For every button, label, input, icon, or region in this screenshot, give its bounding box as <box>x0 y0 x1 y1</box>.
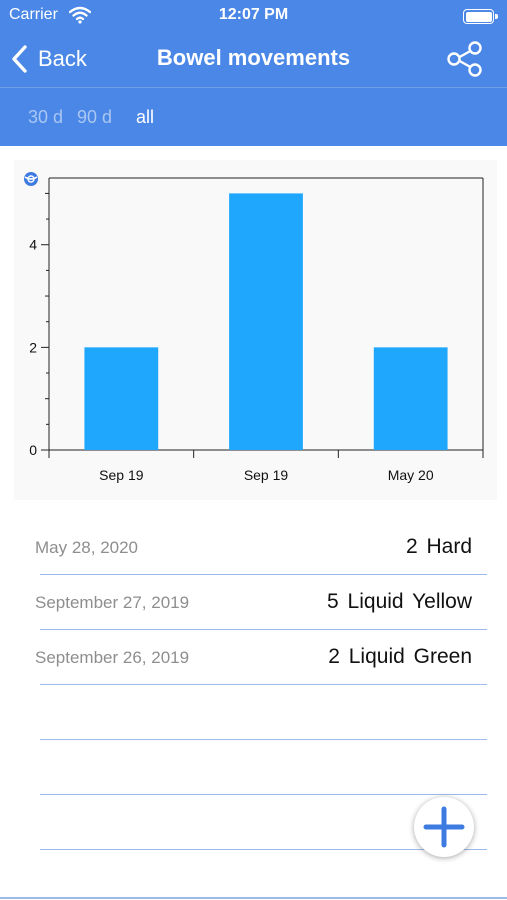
x-tick-label: Sep 19 <box>99 467 144 483</box>
status-bar: Carrier 12:07 PM <box>0 0 507 32</box>
row-divider <box>40 629 487 630</box>
navigation-bar: Back Bowel movements <box>0 32 507 88</box>
entry-value: 2 Hard <box>405 535 472 558</box>
row-divider <box>40 849 487 850</box>
battery-icon <box>463 9 498 24</box>
range-all-button[interactable]: all <box>136 107 155 127</box>
back-button[interactable]: Back <box>10 42 87 76</box>
y-tick-label: 2 <box>29 339 37 355</box>
add-entry-button[interactable] <box>414 797 474 857</box>
globe-icon[interactable] <box>24 172 38 186</box>
plus-icon <box>423 806 465 848</box>
list-item[interactable]: May 28, 2020 2 Hard <box>0 520 507 575</box>
back-label: Back <box>38 46 87 71</box>
row-divider <box>40 739 487 740</box>
bottom-divider <box>0 897 507 899</box>
y-tick-label: 4 <box>29 237 37 253</box>
chevron-left-icon <box>12 45 27 73</box>
entry-date: September 27, 2019 <box>35 593 190 612</box>
bar-chart: 0 2 4 Sep 19 Sep 19 May 20 <box>14 160 497 500</box>
nav-divider <box>0 87 507 88</box>
entry-date: May 28, 2020 <box>35 538 139 557</box>
range-90d-button[interactable]: 90 d <box>77 107 113 127</box>
list-item[interactable]: September 27, 2019 5 Liquid Yellow <box>0 575 507 630</box>
row-divider <box>40 574 487 575</box>
bar <box>373 347 448 450</box>
range-selector: 30 d 90 d all <box>0 88 507 146</box>
x-tick-label: Sep 19 <box>244 467 289 483</box>
carrier-label: Carrier <box>9 6 58 23</box>
share-icon[interactable] <box>444 40 484 78</box>
wifi-icon <box>69 6 91 24</box>
entry-value: 5 Liquid Yellow <box>327 590 472 613</box>
x-tick-label: May 20 <box>388 467 434 483</box>
y-tick-label: 0 <box>29 442 37 458</box>
entry-date: September 26, 2019 <box>35 648 190 667</box>
bar <box>229 193 303 450</box>
status-time: 12:07 PM <box>218 6 289 23</box>
bar <box>84 347 159 450</box>
range-30d-button[interactable]: 30 d <box>28 107 64 127</box>
row-divider <box>40 684 487 685</box>
list-item[interactable]: September 26, 2019 2 Liquid Green <box>0 630 507 685</box>
entry-value: 2 Liquid Green <box>328 645 472 668</box>
bar-chart-svg: 0 2 4 Sep 19 Sep 19 May 20 <box>24 172 484 483</box>
row-divider <box>40 794 487 795</box>
